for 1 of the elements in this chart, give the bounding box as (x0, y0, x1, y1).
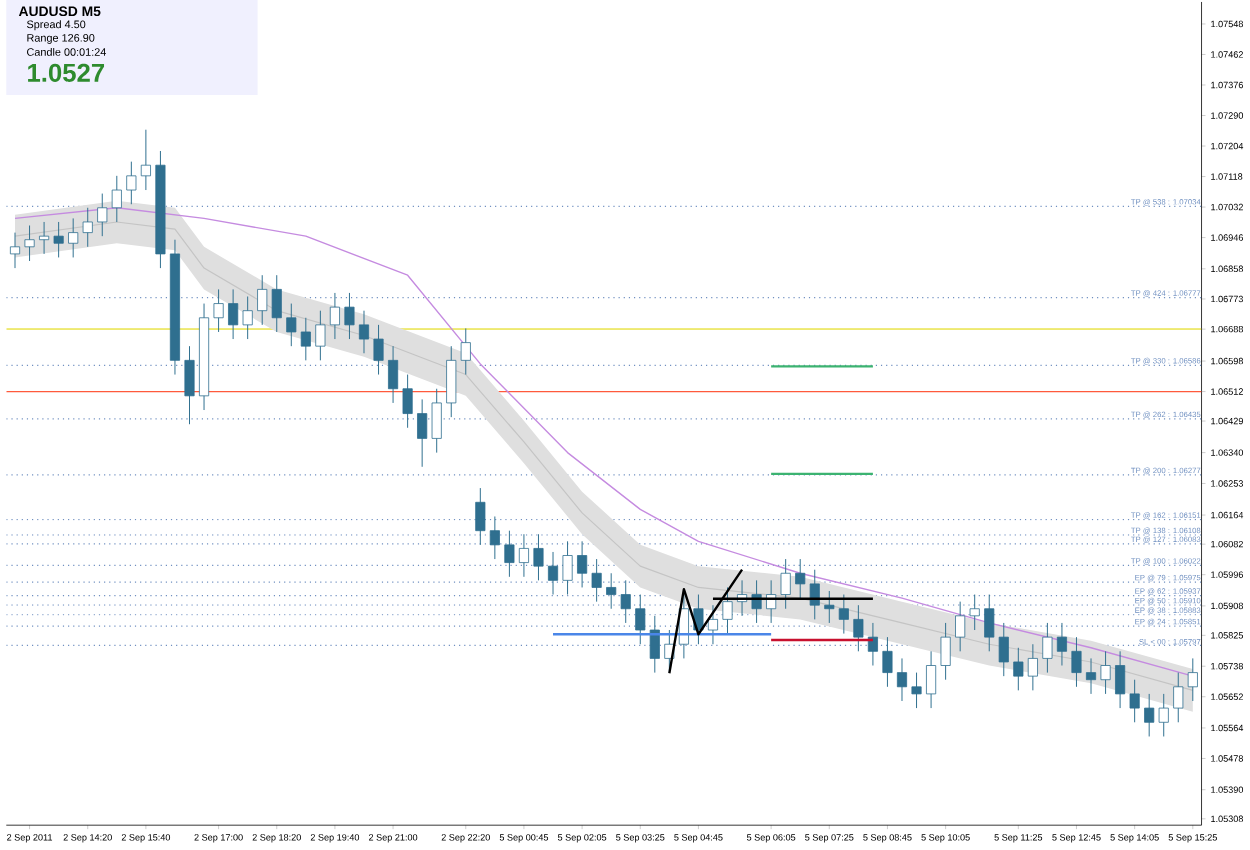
annotation: 1.0527 (28, 64, 105, 83)
